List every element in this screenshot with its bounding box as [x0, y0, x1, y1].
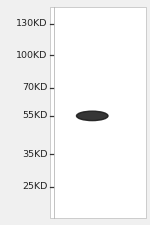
Text: 70KD: 70KD: [22, 83, 47, 92]
Bar: [50, 7, 146, 218]
Text: 130KD: 130KD: [16, 19, 47, 28]
Text: 100KD: 100KD: [16, 51, 47, 60]
Text: 35KD: 35KD: [22, 150, 47, 159]
Text: 25KD: 25KD: [22, 182, 47, 191]
Text: 55KD: 55KD: [22, 111, 47, 120]
Ellipse shape: [76, 111, 108, 121]
